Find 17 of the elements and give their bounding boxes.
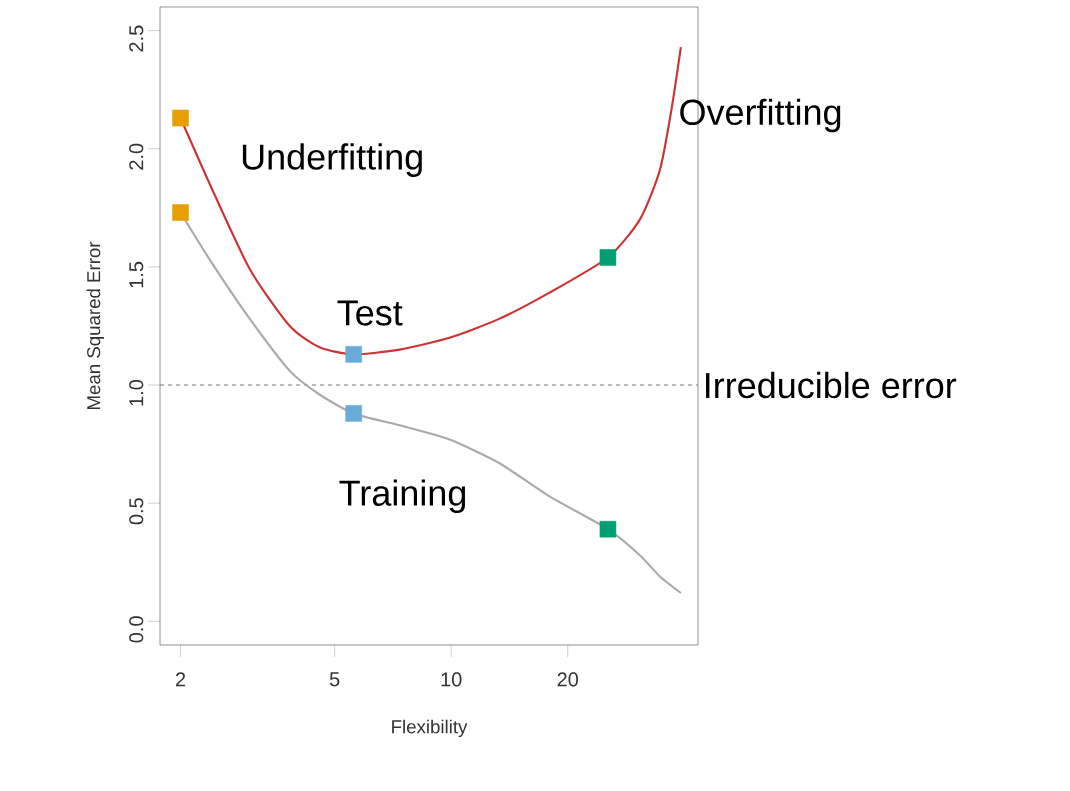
x-tick-label: 5 (329, 672, 340, 687)
y-axis-title: Mean Squared Error (86, 241, 104, 410)
y-tick-label: 0.0 (129, 616, 144, 643)
ref-line-label: Irreducible error (706, 371, 957, 399)
x-tick-label: 20 (557, 672, 579, 687)
y-tick-label: 1.5 (129, 261, 144, 288)
annotation: Underfitting (242, 143, 422, 177)
annotation: Overfitting (680, 98, 841, 133)
y-tick-label: 0.5 (129, 498, 144, 525)
x-tick-label: 10 (441, 672, 462, 687)
x-axis-title: Flexibility (392, 719, 468, 738)
series-label: Training (339, 479, 466, 514)
series-label: Test (337, 300, 403, 326)
y-tick-label: 1.0 (129, 379, 144, 406)
y-tick-label: 2.5 (129, 25, 144, 52)
y-tick-label: 2.0 (129, 143, 144, 170)
x-tick-label: 2 (175, 672, 186, 687)
